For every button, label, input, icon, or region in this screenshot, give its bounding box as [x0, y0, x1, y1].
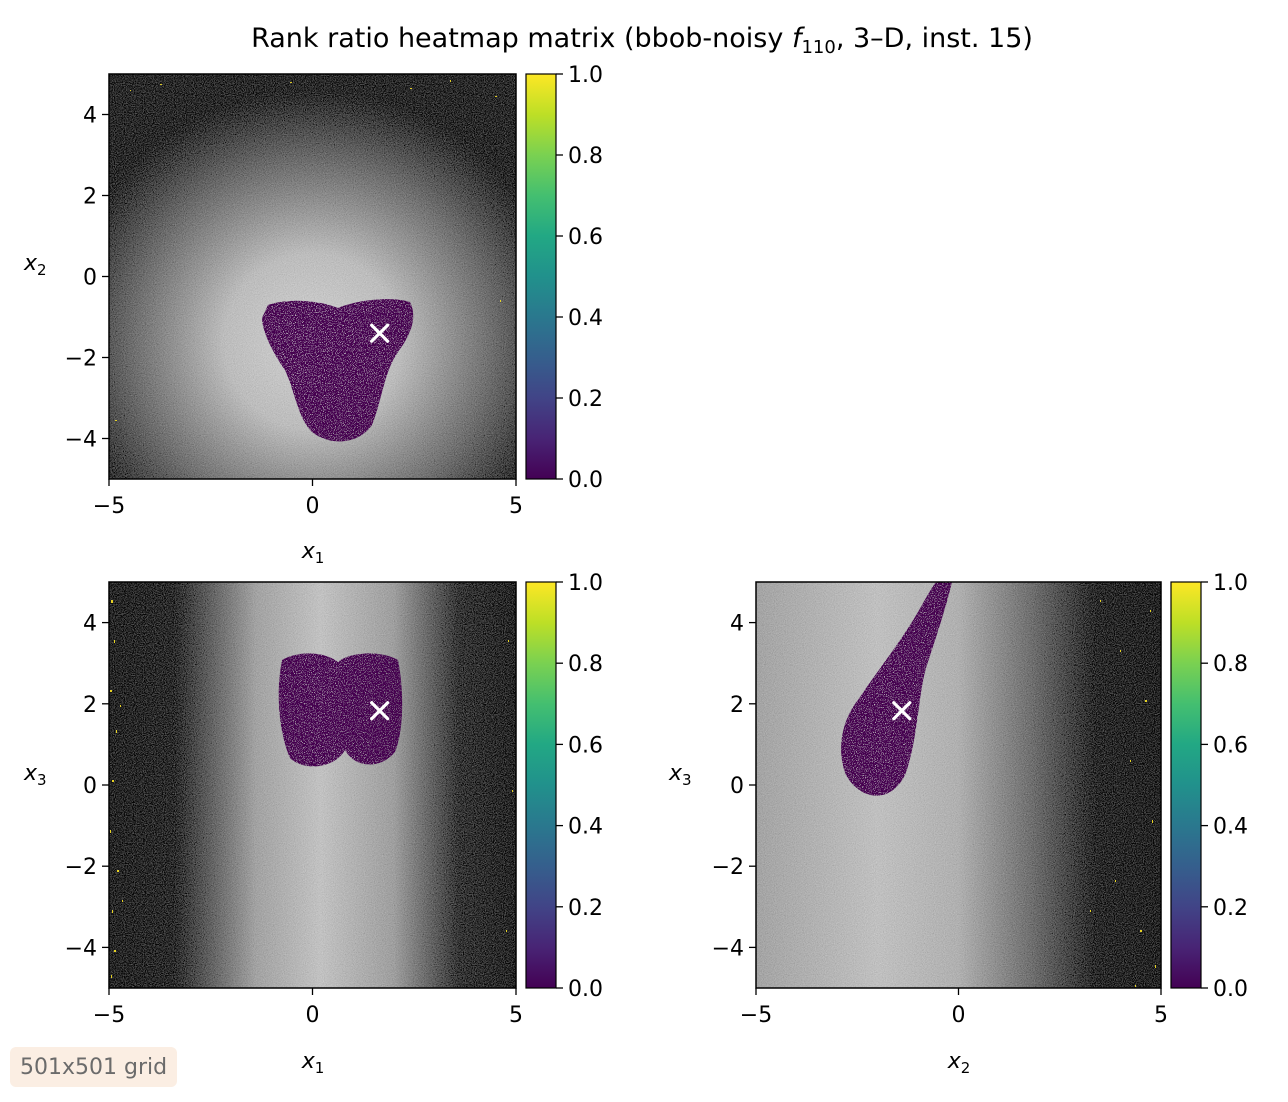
colorbar-tick-label: 0.8 — [568, 144, 603, 169]
optimum-marker — [370, 323, 390, 343]
x-tick-label: 5 — [509, 494, 523, 519]
y-axis-label: x2 — [23, 251, 47, 279]
colorbar — [1170, 581, 1202, 989]
colorbar-tick-label: 0.0 — [1213, 977, 1248, 1002]
colorbar-tick-label: 1.0 — [1213, 571, 1248, 596]
colorbar-tick-label: 0.2 — [568, 896, 603, 921]
x-axis-label: x2 — [947, 1049, 971, 1077]
y-tick-label: −4 — [65, 428, 97, 453]
colorbar-ticks: 0.0 0.2 0.4 0.6 0.8 1.0 — [1201, 571, 1248, 1002]
colorbar-tick-label: 0.6 — [568, 225, 603, 250]
colorbar-tick-label: 0.4 — [1213, 815, 1248, 840]
grid-size-text: 501x501 grid — [20, 1054, 168, 1080]
optimum-marker-stroke — [892, 701, 912, 721]
x-tick-label: 5 — [509, 1003, 523, 1028]
low-rank-region — [841, 582, 952, 796]
colorbar-ticks: 0.0 0.2 0.4 0.6 0.8 1.0 — [556, 571, 603, 1002]
colorbar-tick-label: 0.8 — [1213, 652, 1248, 677]
colorbar — [525, 73, 557, 480]
colorbar-tick-label: 0.2 — [568, 387, 603, 412]
y-tick-label: 0 — [83, 266, 97, 291]
low-rank-region — [278, 653, 403, 767]
heatmap-background — [109, 582, 516, 988]
y-tick-label: 2 — [730, 693, 744, 718]
axis-ticks: −5 0 5 −4 −2 0 2 4 — [712, 612, 1168, 1028]
colorbar-tick-label: 0.6 — [568, 733, 603, 758]
colorbar-tick-label: 0.2 — [1213, 896, 1248, 921]
colorbar-tick-label: 0.4 — [568, 815, 603, 840]
x-tick-label: 0 — [952, 1003, 966, 1028]
y-tick-label: 4 — [83, 612, 97, 637]
colorbar-tick-label: 0.6 — [1213, 733, 1248, 758]
colorbar-tick-label: 0.8 — [568, 652, 603, 677]
axis-ticks: −5 0 5 −4 −2 0 2 4 — [65, 612, 523, 1028]
figure-title: Rank ratio heatmap matrix (bbob-noisy f1… — [251, 23, 1033, 58]
colorbar-tick-label: 0.0 — [568, 977, 603, 1002]
x-tick-label: −5 — [93, 494, 125, 519]
noise-speckles-yellow — [1090, 600, 1156, 987]
panel-x2-x3: −5 0 5 −4 −2 0 2 4 x2 x3 0.0 0.2 0.4 0.6 0.8 1.0 — [668, 571, 1248, 1077]
y-tick-label: 0 — [730, 774, 744, 799]
axis-ticks: −5 0 5 −4 −2 0 2 4 — [65, 104, 523, 520]
y-tick-label: 2 — [83, 185, 97, 210]
noise-speckles-yellow — [115, 80, 501, 421]
x-axis-label: x1 — [301, 539, 325, 567]
heatmap-background — [756, 582, 1161, 988]
y-tick-label: −2 — [712, 855, 744, 880]
optimum-marker — [370, 701, 390, 721]
y-tick-label: −4 — [65, 936, 97, 961]
panel-x1-x2: −5 0 5 −4 −2 0 2 4 x1 x2 0.0 0.2 0.4 0.6 0.8 1.0 — [23, 63, 603, 567]
y-tick-label: −2 — [65, 347, 97, 372]
colorbar-ticks: 0.0 0.2 0.4 0.6 0.8 1.0 — [556, 63, 603, 493]
noise-speckles-yellow — [110, 600, 513, 978]
y-tick-label: −4 — [712, 936, 744, 961]
x-tick-label: 5 — [1154, 1003, 1168, 1028]
x-tick-label: −5 — [740, 1003, 772, 1028]
optimum-marker-stroke — [370, 323, 390, 343]
low-rank-region — [262, 299, 414, 442]
x-tick-label: −5 — [93, 1003, 125, 1028]
y-tick-label: −2 — [65, 855, 97, 880]
colorbar-tick-label: 0.4 — [568, 306, 603, 331]
y-axis-label: x3 — [23, 761, 47, 789]
optimum-marker — [892, 701, 912, 721]
panel-x1-x3: −5 0 5 −4 −2 0 2 4 x1 x3 0.0 0.2 0.4 0.6 0.8 1.0 — [23, 571, 603, 1077]
y-tick-label: 0 — [83, 774, 97, 799]
x-axis-label: x1 — [301, 1049, 325, 1077]
y-tick-label: 4 — [83, 104, 97, 129]
x-tick-label: 0 — [306, 1003, 320, 1028]
optimum-marker-stroke — [370, 701, 390, 721]
colorbar-tick-label: 0.0 — [568, 468, 603, 493]
grid-size-badge: 501x501 grid — [10, 1047, 178, 1087]
colorbar-tick-label: 1.0 — [568, 571, 603, 596]
y-tick-label: 2 — [83, 693, 97, 718]
x-tick-label: 0 — [306, 494, 320, 519]
colorbar-tick-label: 1.0 — [568, 63, 603, 88]
y-axis-label: x3 — [668, 761, 692, 789]
y-tick-label: 4 — [730, 612, 744, 637]
colorbar — [525, 581, 557, 989]
